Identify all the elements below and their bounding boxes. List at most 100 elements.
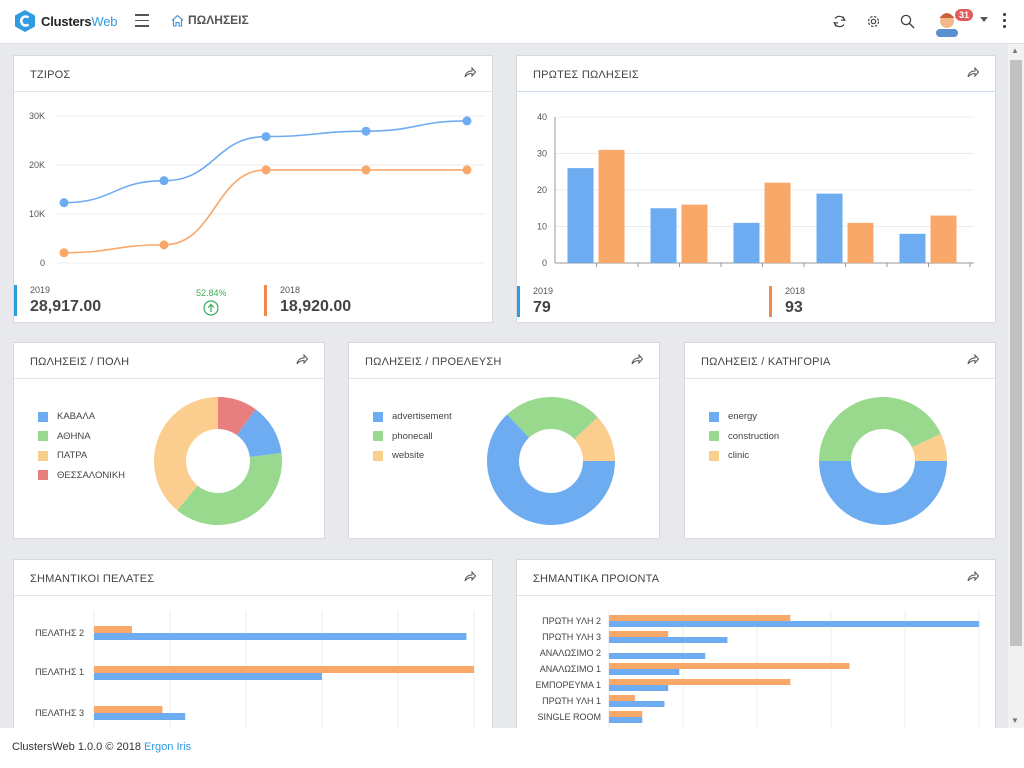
data-point [361, 165, 371, 175]
bar [899, 233, 926, 263]
first-sales-chart: 40 30 20 10 0 [537, 112, 974, 268]
y-tick-label: 30K [29, 111, 45, 121]
change-percent: 52.84% [196, 288, 227, 298]
category-label: SINGLE ROOM [537, 712, 601, 722]
share-icon[interactable] [967, 571, 979, 582]
stat-value: 93 [785, 299, 803, 316]
donut-slice [911, 433, 947, 461]
category-label: ΠΡΩΤΗ ΥΛΗ 2 [542, 616, 601, 626]
bar [609, 679, 791, 685]
stat-2018: 2018 93 [769, 286, 805, 317]
donut-slice [236, 409, 282, 457]
card-title: ΠΡΩΤΕΣ ΠΩΛΗΣΕΙΣ [533, 69, 639, 81]
category-label: ΠΡΩΤΗ ΥΛΗ 1 [542, 696, 601, 706]
donut-slice [574, 417, 615, 461]
stat-year: 2018 [280, 285, 301, 295]
series-line [63, 120, 468, 204]
y-tick-label: 30 [537, 149, 547, 159]
breadcrumb[interactable]: ΠΩΛΗΣΕΙΣ [171, 13, 249, 27]
legend-item[interactable]: advertisement [373, 407, 452, 427]
scrollbar-thumb[interactable] [1010, 60, 1022, 646]
first-sales-card: ΠΡΩΤΕΣ ΠΩΛΗΣΕΙΣ 40 30 20 10 0 2019 79 20… [516, 55, 996, 323]
chart-legend: ΚΑΒΑΛΑ ΑΘΗΝΑ ΠΑΤΡΑ ΘΕΣΣΑΛΟΝΙΚΗ [38, 407, 125, 485]
bar [609, 685, 669, 691]
turnover-card: ΤΖΙΡΟΣ 30K 20K 10K 0 2019 28,917.00 52.8… [13, 55, 493, 323]
card-header: ΠΡΩΤΕΣ ΠΩΛΗΣΕΙΣ [517, 56, 995, 92]
card-header: ΤΖΙΡΟΣ [14, 56, 492, 92]
arrow-up-circle-icon [203, 300, 219, 316]
logo-icon [15, 10, 35, 32]
bar [816, 193, 843, 263]
bar [94, 633, 467, 640]
y-tick-label: 10K [29, 209, 45, 219]
sales-category-card: ΠΩΛΗΣΕΙΣ / ΚΑΤΗΓΟΡΙΑ energy construction… [684, 342, 996, 539]
top-products-card: ΣΗΜΑΝΤΙΚΑ ΠΡΟΙΟΝΤΑ ΠΡΩΤΗ ΥΛΗ 2 ΠΡΩΤΗ ΥΛΗ… [516, 559, 996, 734]
legend-item[interactable]: ΑΘΗΝΑ [38, 427, 125, 447]
app-logo[interactable]: ClustersWeb [14, 9, 118, 33]
sales-city-card: ΠΩΛΗΣΕΙΣ / ΠΟΛΗ ΚΑΒΑΛΑ ΑΘΗΝΑ ΠΑΤΡΑ ΘΕΣΣΑ… [13, 342, 325, 539]
refresh-icon[interactable] [832, 14, 847, 29]
turnover-chart: 30K 20K 10K 0 [29, 111, 484, 268]
bar [609, 653, 706, 659]
stat-value: 28,917.00 [30, 298, 102, 315]
data-point [261, 165, 271, 175]
y-tick-label: 0 [542, 258, 547, 268]
share-icon[interactable] [967, 354, 979, 365]
bar [609, 615, 791, 621]
menu-toggle-icon[interactable] [135, 14, 149, 27]
share-icon[interactable] [464, 571, 476, 582]
bar [598, 149, 625, 263]
donut-slice [154, 397, 218, 511]
user-avatar[interactable] [933, 7, 961, 37]
notification-badge: 31 [955, 9, 974, 21]
legend-item[interactable]: ΠΑΤΡΑ [38, 446, 125, 466]
search-icon[interactable] [900, 14, 915, 29]
bar [94, 626, 132, 633]
donut-slice [487, 414, 615, 525]
scroll-up-icon[interactable]: ▲ [1011, 46, 1019, 55]
y-tick-label: 10 [537, 222, 547, 232]
card-title: ΤΖΙΡΟΣ [30, 69, 71, 81]
legend-item[interactable]: energy [709, 407, 779, 427]
card-title: ΠΩΛΗΣΕΙΣ / ΠΟΛΗ [30, 356, 130, 368]
card-header: ΠΩΛΗΣΕΙΣ / ΚΑΤΗΓΟΡΙΑ [685, 343, 995, 379]
chevron-down-icon[interactable] [980, 17, 988, 22]
legend-item[interactable]: construction [709, 427, 779, 447]
y-tick-label: 20K [29, 160, 45, 170]
stat-2018: 2018 18,920.00 [264, 285, 351, 316]
legend-item[interactable]: phonecall [373, 427, 452, 447]
top-customers-chart: ΠΕΛΑΤΗΣ 2 ΠΕΛΑΤΗΣ 1 ΠΕΛΑΤΗΣ 3 [35, 610, 475, 733]
share-icon[interactable] [631, 354, 643, 365]
donut-slice [507, 397, 598, 440]
scroll-down-icon[interactable]: ▼ [1011, 716, 1019, 725]
sales-origin-donut [487, 397, 615, 525]
gear-icon[interactable] [866, 14, 881, 29]
legend-item[interactable]: clinic [709, 446, 779, 466]
chart-legend: advertisement phonecall website [373, 407, 452, 466]
share-icon[interactable] [464, 67, 476, 78]
category-label: ΠΕΛΑΤΗΣ 1 [35, 667, 84, 677]
stat-year: 2018 [785, 286, 806, 296]
data-point [261, 132, 271, 142]
chart-legend: energy construction clinic [709, 407, 779, 466]
card-header: ΠΩΛΗΣΕΙΣ / ΠΟΛΗ [14, 343, 324, 379]
stat-value: 79 [533, 299, 551, 316]
legend-item[interactable]: ΚΑΒΑΛΑ [38, 407, 125, 427]
bar [94, 673, 322, 680]
top-products-chart: ΠΡΩΤΗ ΥΛΗ 2 ΠΡΩΤΗ ΥΛΗ 3 ΑΝΑΛΩΣΙΜΟ 2 ΑΝΑΛ… [535, 610, 980, 733]
share-icon[interactable] [967, 67, 979, 78]
bar [94, 706, 163, 713]
bar [609, 695, 635, 701]
bar [733, 222, 760, 263]
bar [609, 717, 643, 723]
card-header: ΣΗΜΑΝΤΙΚΑ ΠΡΟΙΟΝΤΑ [517, 560, 995, 596]
data-point [462, 165, 472, 175]
legend-item[interactable]: website [373, 446, 452, 466]
more-vertical-icon[interactable] [1003, 13, 1007, 31]
y-tick-label: 40 [537, 112, 547, 122]
footer-link[interactable]: Ergon Iris [144, 741, 192, 753]
share-icon[interactable] [296, 354, 308, 365]
sales-city-donut [154, 397, 282, 525]
data-point [462, 116, 472, 126]
legend-item[interactable]: ΘΕΣΣΑΛΟΝΙΚΗ [38, 466, 125, 486]
